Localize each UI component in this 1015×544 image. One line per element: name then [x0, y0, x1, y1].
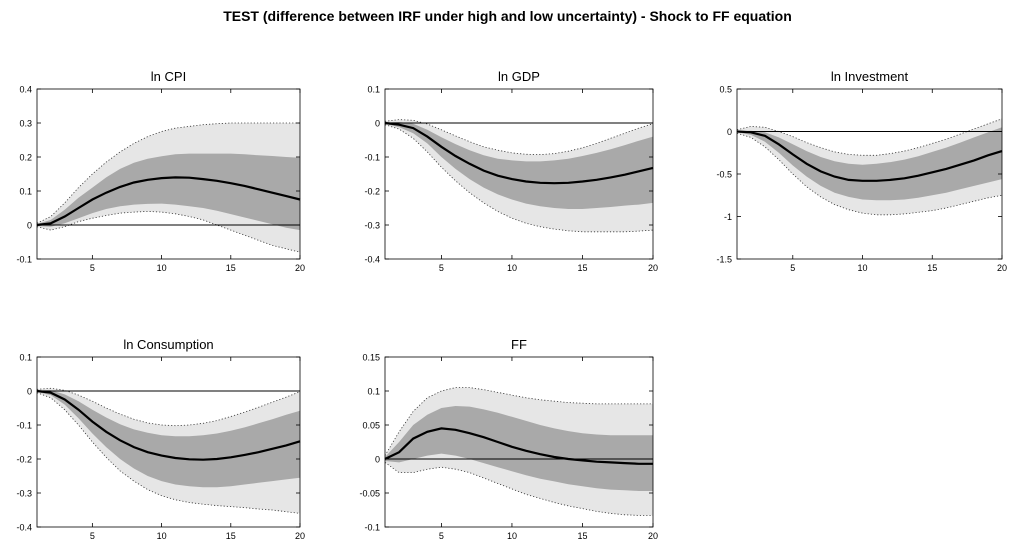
- ff-median-line: [384, 427, 653, 465]
- ln-cpi-ytick-label: 0.4: [19, 85, 32, 95]
- ff-xtick-label: 15: [577, 531, 587, 541]
- ln-gdp-ytick-label: -0.2: [364, 187, 380, 197]
- ln-gdp-ytick-label: 0.1: [367, 85, 380, 95]
- ln-cpi-ytick-label: 0: [27, 221, 32, 231]
- ln-investment-ytick-label: -0.5: [716, 170, 732, 180]
- ln-cpi-xtick-label: 5: [90, 263, 95, 273]
- ln-gdp-ytick-label: -0.4: [364, 255, 380, 265]
- ln-cpi-ytick-label: 0.2: [19, 153, 32, 163]
- ln-investment-xtick-label: 15: [927, 263, 937, 273]
- ln-investment-xtick-label: 5: [790, 263, 795, 273]
- ff-axes-box: [384, 356, 654, 528]
- ln-gdp-panel-title: ln GDP: [498, 69, 540, 84]
- panel-ln-consumption: -0.4 -0.3 -0.2 -0.1 0 0.1 5 10 15 20 ln Consumptio…: [16, 337, 305, 541]
- ln-cpi-ytick-label: 0.1: [19, 187, 32, 197]
- ln-gdp-upper-dotted-line: [384, 119, 654, 156]
- panel-ln-gdp: -0.4 -0.3 -0.2 -0.1 0 0.1 5 10 15 20 ln GDP: [364, 69, 658, 273]
- ln-investment-panel-title: ln Investment: [831, 69, 909, 84]
- ln-gdp-ytick-label: -0.1: [364, 153, 380, 163]
- ln-cpi-xtick-label: 20: [295, 263, 305, 273]
- ln-consumption-xtick-label: 10: [157, 531, 167, 541]
- ln-gdp-ytick-label: -0.3: [364, 221, 380, 231]
- ln-consumption-xtick-label: 20: [295, 531, 305, 541]
- ln-cpi-axes-box: [36, 88, 301, 260]
- ln-investment-ytick-label: -1: [724, 212, 732, 222]
- ln-investment-xtick-label: 10: [858, 263, 868, 273]
- ln-gdp-ytick-label: 0: [375, 119, 380, 129]
- ff-ytick-label: 0.1: [367, 387, 380, 397]
- ln-gdp-xtick-label: 20: [648, 263, 658, 273]
- ff-panel-title: FF: [511, 337, 527, 352]
- ln-gdp-inner-band: [385, 122, 653, 209]
- ln-investment-ytick-label: 0.5: [719, 85, 732, 95]
- ln-cpi-lower-dotted-line: [36, 210, 301, 253]
- ff-ytick-label: -0.05: [359, 489, 380, 499]
- ln-consumption-median-line: [36, 389, 301, 461]
- ln-cpi-xtick-label: 15: [226, 263, 236, 273]
- ln-investment-ytick-label: -1.5: [716, 255, 732, 265]
- ln-investment-xtick-label: 20: [997, 263, 1007, 273]
- ln-consumption-ytick-label: -0.2: [16, 455, 32, 465]
- ln-gdp-xtick-label: 10: [507, 263, 517, 273]
- ln-investment-upper-dotted-line: [736, 118, 1003, 156]
- ln-consumption-axes-box: [36, 356, 301, 528]
- ln-consumption-ytick-label: -0.4: [16, 523, 32, 533]
- ln-consumption-lower-dotted-line: [36, 392, 301, 514]
- panel-ff: -0.1 -0.05 0 0.05 0.1 0.15 5 10 15 20 FF: [359, 337, 658, 541]
- ln-gdp-median-line: [384, 121, 654, 185]
- ff-upper-dotted-line: [384, 387, 653, 456]
- ff-ytick-label: 0.15: [362, 353, 380, 363]
- ln-consumption-upper-dotted-line: [36, 387, 301, 427]
- ln-consumption-ytick-label: 0: [27, 387, 32, 397]
- ln-gdp-axes-box: [384, 88, 654, 260]
- ln-cpi-ytick-label: 0.3: [19, 119, 32, 129]
- ln-consumption-xtick-label: 5: [90, 531, 95, 541]
- ln-gdp-lower-dotted-line: [384, 124, 654, 233]
- ff-ytick-label: -0.1: [364, 523, 380, 533]
- ln-gdp-xtick-label: 15: [577, 263, 587, 273]
- ln-cpi-upper-dotted-line: [36, 122, 300, 224]
- ln-consumption-ytick-label: 0.1: [19, 353, 32, 363]
- ff-xtick-label: 10: [507, 531, 517, 541]
- ff-ytick-label: 0: [375, 455, 380, 465]
- ff-ytick-label: 0.05: [362, 421, 380, 431]
- ff-lower-dotted-line: [384, 462, 653, 516]
- ln-consumption-xtick-label: 15: [226, 531, 236, 541]
- panel-ln-investment: -1.5 -1 -0.5 0 0.5 5 10 15 20 ln Investment: [716, 69, 1007, 273]
- panel-ln-cpi: -0.1 0 0.1 0.2 0.3 0.4 5 10 15 20 ln CPI: [16, 69, 305, 273]
- ln-cpi-inner-band: [37, 153, 300, 231]
- ln-consumption-ytick-label: -0.3: [16, 489, 32, 499]
- ln-consumption-ytick-label: -0.1: [16, 421, 32, 431]
- ln-investment-median-line: [736, 130, 1003, 182]
- ln-cpi-xtick-label: 10: [157, 263, 167, 273]
- ln-cpi-ytick-label: -0.1: [16, 255, 32, 265]
- ff-xtick-label: 5: [439, 531, 444, 541]
- ln-cpi-median-line: [36, 176, 301, 227]
- ln-investment-inner-band: [737, 127, 1002, 201]
- ff-xtick-label: 20: [648, 531, 658, 541]
- ln-investment-ytick-label: 0: [727, 127, 732, 137]
- ln-consumption-inner-band: [37, 390, 300, 488]
- ln-consumption-panel-title: ln Consumption: [123, 337, 213, 352]
- ln-cpi-panel-title: ln CPI: [151, 69, 186, 84]
- ln-gdp-xtick-label: 5: [439, 263, 444, 273]
- figure-title: TEST (difference between IRF under high …: [223, 8, 792, 24]
